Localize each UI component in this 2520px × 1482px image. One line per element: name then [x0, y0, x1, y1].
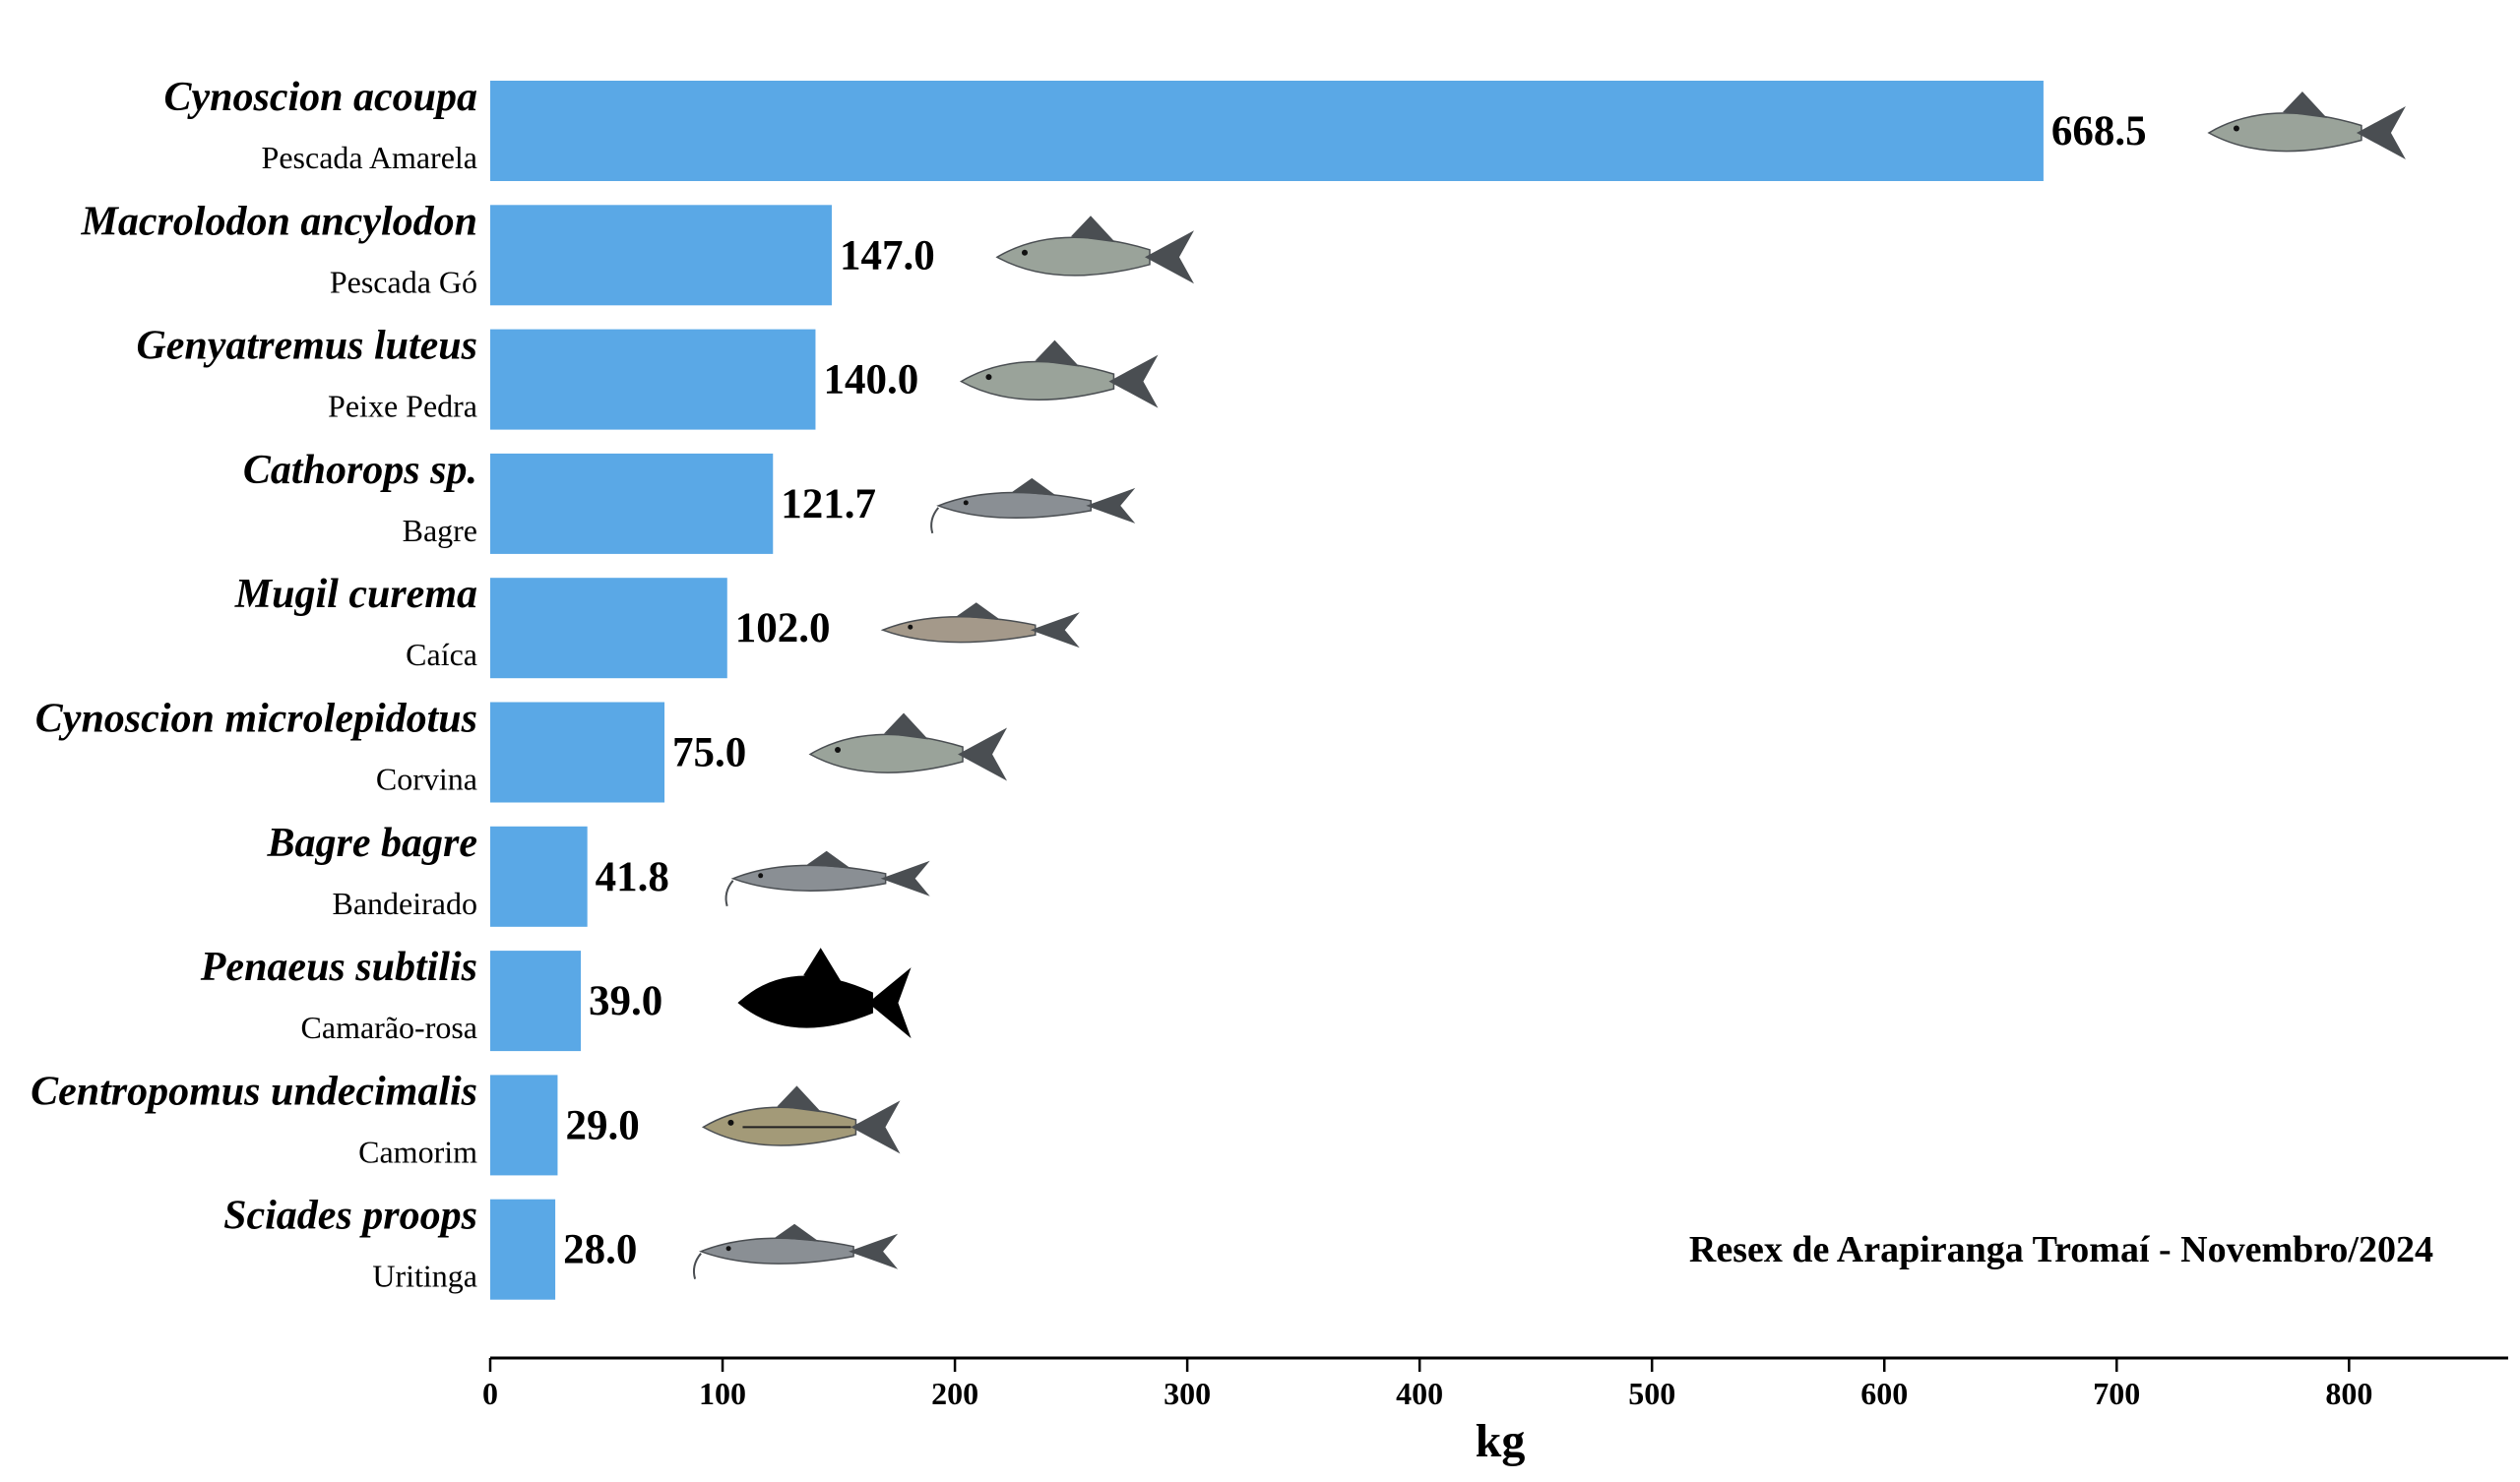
value-label: 121.7	[781, 481, 876, 527]
value-label: 41.8	[596, 854, 669, 900]
fish-icon	[808, 712, 1008, 781]
value-label: 75.0	[672, 730, 746, 776]
value-label: 140.0	[823, 357, 918, 403]
category-common-name: Camorim	[358, 1134, 477, 1169]
category-scientific-name: Cynoscion acoupa	[163, 75, 477, 120]
category-scientific-name: Sciades proops	[223, 1194, 477, 1239]
bar	[490, 1199, 556, 1300]
value-label: 39.0	[589, 978, 662, 1024]
category-common-name: Camarão-rosa	[301, 1010, 477, 1045]
bar	[490, 329, 816, 430]
mullet-icon	[880, 602, 1080, 648]
category-common-name: Caíca	[406, 637, 477, 672]
fish-icons-group	[692, 92, 2406, 1279]
bar	[490, 702, 665, 803]
category-common-name: Peixe Pedra	[328, 389, 477, 424]
chart-annotation: Resex de Arapiranga Tromaí - Novembro/20…	[1689, 1229, 2433, 1270]
value-label: 29.0	[565, 1102, 639, 1148]
x-tick-label: 300	[1164, 1376, 1211, 1411]
bar	[490, 205, 832, 306]
category-labels-group: Cynoscion acoupa Pescada Amarela Macrolodo…	[31, 75, 477, 1294]
snook-icon	[701, 1085, 901, 1154]
bar	[490, 578, 727, 679]
value-label: 28.0	[563, 1227, 637, 1273]
x-tick-label: 700	[2093, 1376, 2140, 1411]
x-tick-label: 0	[482, 1376, 498, 1411]
category-scientific-name: Penaeus subtilis	[200, 945, 477, 990]
value-labels-group: 668.5 147.0 140.0 121.7 102.0 75.0 41.8 39.0 29.…	[563, 108, 2147, 1273]
bar	[490, 81, 2044, 181]
fish-icon	[995, 216, 1194, 284]
bar	[490, 1075, 558, 1176]
value-label: 147.0	[840, 232, 935, 278]
x-axis-label: kg	[1476, 1415, 1526, 1467]
category-scientific-name: Bagre bagre	[267, 821, 478, 866]
category-common-name: Uritinga	[372, 1259, 477, 1294]
value-label: 102.0	[735, 605, 831, 651]
bar	[490, 951, 582, 1052]
category-common-name: Bagre	[403, 513, 477, 548]
category-common-name: Corvina	[376, 762, 477, 797]
catfish-icon	[692, 1223, 899, 1279]
category-common-name: Pescada Amarela	[262, 140, 477, 175]
x-tick-label: 500	[1628, 1376, 1675, 1411]
category-common-name: Pescada Gó	[330, 264, 477, 299]
catfish-icon	[724, 850, 930, 907]
x-tick-label: 400	[1396, 1376, 1443, 1411]
category-scientific-name: Genyatremus luteus	[136, 324, 477, 369]
x-axis: 0 100 200 300 400 500 600 700 800	[482, 1356, 2508, 1411]
bars-group	[490, 81, 2044, 1300]
x-tick-label: 800	[2325, 1376, 2372, 1411]
category-scientific-name: Cathorops sp.	[243, 448, 477, 493]
fish-icon	[959, 340, 1159, 408]
category-scientific-name: Centropomus undecimalis	[31, 1069, 477, 1114]
bar	[490, 826, 588, 927]
category-scientific-name: Cynoscion microlepidotus	[35, 697, 477, 742]
x-tick-label: 200	[931, 1376, 978, 1411]
fish-icon	[2207, 92, 2406, 159]
x-tick-label: 100	[699, 1376, 746, 1411]
value-label: 668.5	[2051, 108, 2147, 154]
category-scientific-name: Mugil curema	[234, 572, 477, 617]
category-scientific-name: Macrolodon ancylodon	[80, 199, 477, 244]
x-tick-label: 600	[1860, 1376, 1908, 1411]
bar	[490, 453, 774, 554]
category-common-name: Bandeirado	[333, 886, 478, 921]
fish-silhouette-icon	[737, 948, 912, 1039]
catfish-icon	[930, 477, 1136, 534]
